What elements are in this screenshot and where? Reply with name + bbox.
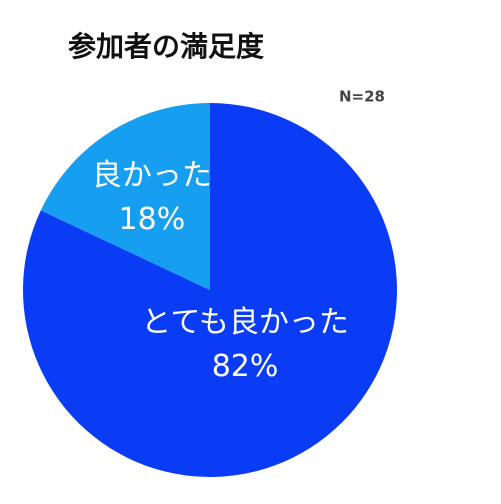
slice-value-label: 82% bbox=[212, 349, 279, 384]
slice-category-label: とても良かった bbox=[141, 305, 349, 340]
pie-slice bbox=[23, 103, 397, 477]
pie-slice bbox=[40, 103, 211, 290]
chart-subtitle: N=28 bbox=[339, 88, 385, 106]
slice-category-label: 良かった bbox=[92, 158, 212, 193]
chart-title: 参加者の満足度 bbox=[68, 30, 264, 63]
slice-value-label: 18% bbox=[119, 202, 186, 237]
